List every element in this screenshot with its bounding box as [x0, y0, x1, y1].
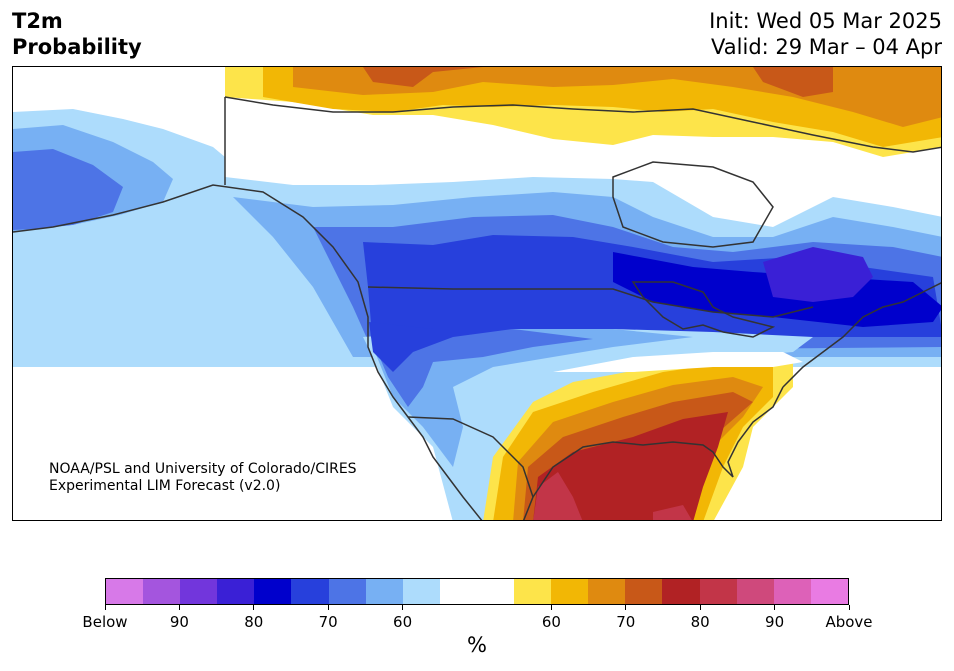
- colorbar-swatch-5: [291, 579, 329, 604]
- colorbar-swatch-11: [514, 579, 552, 604]
- colorbar-swatch-2: [180, 579, 218, 604]
- west-blue-3: [371, 329, 593, 407]
- colorbar-swatch-3: [217, 579, 255, 604]
- colorbar-swatch-0: [106, 579, 144, 604]
- colorbar-swatch-16: [699, 579, 737, 604]
- colorbar-tick-label: 70: [616, 613, 636, 631]
- colorbar-tickmark: [327, 605, 329, 610]
- colorbar-swatch-19: [810, 579, 848, 604]
- colorbar-swatch-10: [476, 579, 515, 604]
- init-date: Init: Wed 05 Mar 2025: [709, 9, 942, 33]
- probability-map: [12, 66, 942, 521]
- east-coastline: [782, 282, 941, 388]
- colorbar-swatch-8: [402, 579, 440, 604]
- west-blue-2: [373, 329, 693, 467]
- colorbar-swatch-9: [439, 579, 477, 604]
- colorbar-tick-label: 80: [244, 613, 264, 631]
- colorbar-swatch-7: [365, 579, 403, 604]
- us-red: [533, 412, 728, 520]
- colorbar-tick-label: 90: [169, 613, 189, 631]
- colorbar-tickmark: [253, 605, 255, 610]
- colorbar-unit: %: [467, 633, 487, 657]
- map-title: T2m Probability: [12, 9, 142, 59]
- colorbar-swatch-17: [736, 579, 774, 604]
- colorbar-tick-label: 60: [541, 613, 561, 631]
- colorbar-tickmark: [848, 605, 850, 610]
- map-canvas: [13, 67, 941, 520]
- colorbar-tick-label: 90: [765, 613, 785, 631]
- west-blue-light: [363, 329, 813, 520]
- us-mexico-border: [407, 416, 534, 498]
- colorbar-tick-label: Above: [825, 613, 873, 631]
- colorbar-tickmark: [402, 605, 404, 610]
- credit-line-1: NOAA/PSL and University of Colorado/CIRE…: [49, 461, 357, 477]
- colorbar-tick-label: 70: [318, 613, 338, 631]
- west-coastline: [13, 184, 483, 520]
- west-blue-4: [369, 322, 513, 372]
- colorbar-swatch-6: [328, 579, 366, 604]
- colorbar-tick-label: 60: [393, 613, 413, 631]
- colorbar-tickmark: [699, 605, 701, 610]
- colorbar-tickmark: [774, 605, 776, 610]
- us-canada-border: [367, 286, 814, 318]
- cuba-crimson: [653, 505, 692, 520]
- map-credit: NOAA/PSL and University of Colorado/CIRE…: [49, 461, 357, 495]
- colorbar-tick-label: Below: [82, 613, 128, 631]
- colorbar-tickmark: [625, 605, 627, 610]
- colorbar: [105, 578, 849, 605]
- arctic-coastline: [224, 96, 941, 153]
- alaska-blue-inner: [13, 149, 123, 230]
- colorbar-tickmark: [178, 605, 180, 610]
- colorbar-swatch-4: [254, 579, 292, 604]
- colorbar-tickmark: [550, 605, 552, 610]
- quebec-blue-6: [763, 247, 873, 302]
- colorbar-tickmark: [104, 605, 106, 610]
- great-lakes-outline: [631, 281, 776, 338]
- gulf-coastline: [522, 386, 784, 520]
- colorbar-swatch-14: [625, 579, 663, 604]
- hudson-bay-coast: [612, 161, 774, 248]
- colorbar-tick-label: 80: [690, 613, 710, 631]
- colorbar-swatch-13: [588, 579, 626, 604]
- colorbar-swatch-15: [662, 579, 700, 604]
- valid-date: Valid: 29 Mar – 04 Apr: [711, 35, 942, 59]
- texas-crimson: [533, 472, 583, 520]
- colorbar-swatch-1: [143, 579, 181, 604]
- central-us-white: [553, 352, 803, 372]
- arctic-rust: [363, 67, 833, 97]
- colorbar-swatch-18: [773, 579, 811, 604]
- credit-line-2: Experimental LIM Forecast (v2.0): [49, 478, 281, 494]
- forecast-dates: Init: Wed 05 Mar 2025 Valid: 29 Mar – 04…: [709, 8, 942, 60]
- colorbar-swatch-12: [551, 579, 589, 604]
